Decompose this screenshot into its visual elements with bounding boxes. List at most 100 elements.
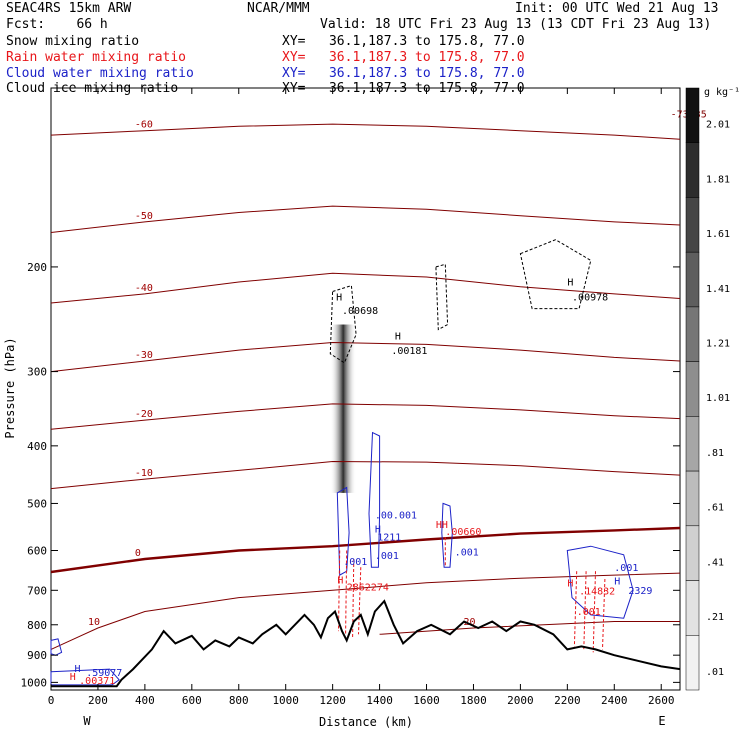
annotation-4: .00181 [391,346,427,357]
colorbar-label-8: .41 [706,557,724,568]
colorbar-swatch-6 [685,416,700,472]
x-tick-label-0: 0 [48,694,55,707]
west-label: W [83,714,91,728]
annotation-5: H [567,278,573,289]
isotherm-3 [50,341,681,373]
colorbar-swatch-10 [685,635,700,691]
center-title: NCAR/MMM [247,1,310,16]
colorbar-swatch-4 [685,306,700,362]
mixing-ratio-contour-7 [435,263,449,331]
isotherm-7 [50,572,681,650]
isotherm-label-3: -30 [135,350,153,361]
colorbar-label-10: .01 [706,667,724,678]
forecast-hour: Fcst: 66 h [6,17,108,32]
x-tick-label-5: 1000 [272,694,299,707]
colorbar-swatch-0 [685,87,700,143]
y-tick-label-5: 700 [27,584,47,597]
rain-contour-3 [358,567,362,635]
colorbar-swatch-8 [685,525,700,581]
mixing-ratio-contour-3 [566,545,634,619]
colorbar-swatch-9 [685,580,700,636]
colorbar-label-4: 1.21 [706,338,730,349]
rain-contour-7 [602,578,606,650]
isotherm-label-1: -50 [135,211,153,222]
colorbar-label-1: 1.81 [706,174,730,185]
x-tick-label-4: 800 [229,694,249,707]
y-tick-label-4: 600 [27,545,47,558]
annotation-19: .14832 [579,587,615,598]
rain-contour-4 [573,571,578,647]
x-tick-label-8: 1600 [413,694,440,707]
isotherm-6 [50,526,681,574]
isotherm-0 [50,123,681,140]
isotherm-4 [50,403,681,430]
annotation-7: .00.001 [375,510,417,521]
isotherm-label-4: -20 [135,409,153,420]
rain-contour-0 [338,550,341,632]
mixing-ratio-contour-2 [441,502,453,568]
x-tick-label-2: 400 [135,694,155,707]
annotation-12: .001 [455,548,479,559]
annotation-2: .00698 [342,306,378,317]
x-tick-label-13: 2600 [648,694,675,707]
annotation-18: H [567,579,573,590]
x-tick-label-7: 1400 [366,694,393,707]
isotherm-1 [50,205,681,233]
east-label: E [658,714,665,728]
annotation-14: .001 [343,557,367,568]
annotation-3: H [395,332,401,343]
mixing-ratio-contour-8 [519,239,592,310]
annotation-21: 2329 [628,586,652,597]
isotherm-label-6: 0 [135,548,141,559]
annotation-20: H [614,577,620,588]
annotation-11: .00660 [445,527,481,538]
annotation-13: .001 [375,551,399,562]
mixing-ratio-contour-1 [368,431,381,568]
y-tick-label-7: 900 [27,649,47,662]
y-axis-label: Pressure (hPa) [3,337,17,438]
rain-contour-5 [583,571,587,650]
isotherm-label-8: 20 [463,617,475,628]
annotation-6: .00978 [572,293,608,304]
annotation-17: .001 [614,563,638,574]
plot-frame [50,87,681,691]
x-tick-label-6: 1200 [319,694,346,707]
colorbar-label-3: 1.41 [706,284,730,295]
field-cloudwater-xy: XY= 36.1,187.3 to 175.8, 77.0 [282,66,525,81]
annotation-15: H [337,576,343,587]
y-tick-label-1: 300 [27,366,47,379]
annotation-9: 1211 [377,532,401,543]
isotherm-label-7: 10 [88,617,100,628]
annotation-10: HH [436,520,448,531]
isotherm-2 [50,272,681,304]
isotherm-label-2: -40 [135,283,153,294]
colorbar-label-9: .21 [706,612,724,623]
colorbar-swatch-3 [685,251,700,308]
x-axis-label: Distance (km) [319,715,413,729]
init-time: Init: 00 UTC Wed 21 Aug 13 [515,1,719,16]
colorbar-label-6: .81 [706,448,724,459]
colorbar-label-7: .61 [706,503,724,514]
annotation-24: .59077 [86,668,122,679]
annotation-8: H [375,525,381,536]
valid-time: Valid: 18 UTC Fri 23 Aug 13 (13 CDT Fri … [320,17,712,32]
colorbar-swatch-7 [685,470,700,527]
colorbar-unit: g kg⁻¹ [704,87,740,98]
y-tick-label-2: 400 [27,440,47,453]
cloud-ice-shading [330,324,357,493]
x-tick-label-10: 2000 [507,694,534,707]
x-tick-label-9: 1800 [460,694,487,707]
y-tick-label-0: 200 [27,261,47,274]
y-tick-label-8: 1000 [21,676,48,689]
annotation-22: .001 [577,607,601,618]
colorbar-label-2: 1.61 [706,229,730,240]
colorbar-swatch-1 [685,142,700,198]
annotation-1: H [336,293,342,304]
model-title: SEAC4RS 15km ARW [6,1,132,16]
colorbar-swatch-5 [685,361,700,417]
annotation-26: .00371 [79,676,115,687]
field-cloudwater-label: Cloud water mixing ratio [6,66,194,81]
y-tick-label-3: 500 [27,497,47,510]
x-tick-label-3: 600 [182,694,202,707]
